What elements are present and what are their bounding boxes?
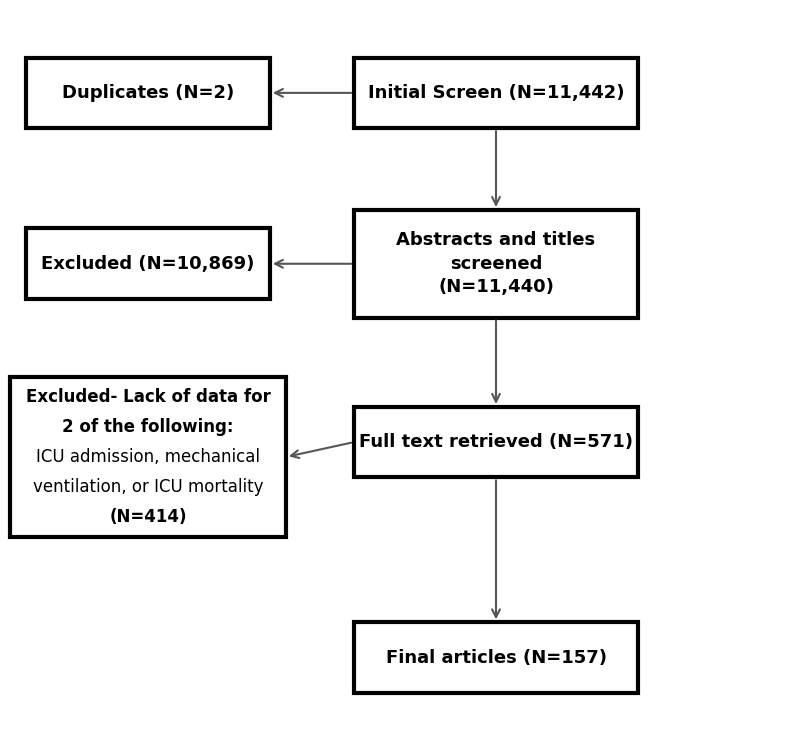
Text: (N=414): (N=414) [110, 508, 186, 526]
Text: Abstracts and titles
screened
(N=11,440): Abstracts and titles screened (N=11,440) [397, 231, 595, 296]
Text: ICU admission, mechanical: ICU admission, mechanical [36, 448, 260, 466]
Text: Excluded (N=10,869): Excluded (N=10,869) [42, 255, 254, 273]
Bar [26, 58, 270, 128]
Bar [354, 407, 638, 478]
Text: Full text retrieved (N=571): Full text retrieved (N=571) [359, 433, 633, 451]
Bar [354, 58, 638, 128]
Text: Final articles (N=157): Final articles (N=157) [386, 649, 606, 666]
Bar [354, 210, 638, 318]
Text: ventilation, or ICU mortality: ventilation, or ICU mortality [33, 478, 263, 496]
Text: Excluded- Lack of data for: Excluded- Lack of data for [26, 388, 270, 406]
Bar [354, 623, 638, 692]
Bar [10, 377, 286, 536]
Text: Duplicates (N=2): Duplicates (N=2) [62, 84, 234, 102]
Bar [26, 229, 270, 299]
Text: Initial Screen (N=11,442): Initial Screen (N=11,442) [368, 84, 624, 102]
Text: 2 of the following:: 2 of the following: [62, 418, 234, 436]
